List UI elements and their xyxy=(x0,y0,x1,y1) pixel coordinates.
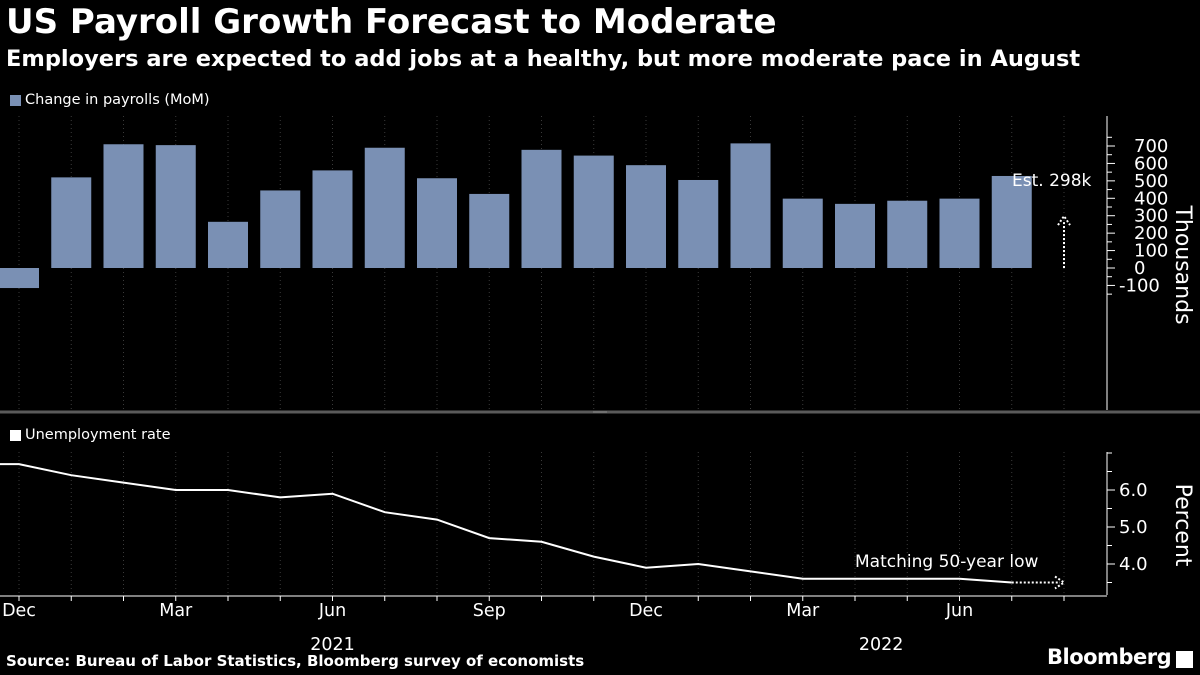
unemployment-legend-label: Unemployment rate xyxy=(25,427,171,443)
payroll-bar xyxy=(835,203,875,268)
x-month-label: Jun xyxy=(945,601,973,621)
bloomberg-logo: Bloomberg xyxy=(1047,645,1172,669)
payroll-bar xyxy=(678,179,719,268)
bar-y-tick-label: 200 xyxy=(1134,223,1168,244)
bar-y-tick-label: -100 xyxy=(1119,275,1160,296)
bar-y-tick-label: 400 xyxy=(1134,188,1168,209)
bar-y-tick-label: 100 xyxy=(1134,241,1168,262)
chart-title: US Payroll Growth Forecast to Moderate xyxy=(6,2,777,42)
payroll-bar xyxy=(469,193,510,268)
payroll-bar xyxy=(260,190,301,268)
payroll-bar xyxy=(155,145,196,268)
unemployment-legend: Unemployment rate xyxy=(10,427,171,443)
payrolls-legend-swatch xyxy=(10,94,21,106)
payroll-bar xyxy=(782,198,823,268)
payroll-bar xyxy=(364,147,405,268)
x-month-label: Jun xyxy=(318,601,346,621)
unemployment-line-group xyxy=(0,463,1012,584)
payroll-bar xyxy=(573,155,614,268)
x-month-label: Dec xyxy=(2,601,36,621)
payroll-bar xyxy=(730,143,771,268)
line-y-tick-label: 4.0 xyxy=(1119,554,1148,575)
line-y-tick-label: 6.0 xyxy=(1119,480,1148,501)
terminal-icon xyxy=(1176,651,1193,668)
bar-y-tick-label: 0 xyxy=(1134,258,1145,279)
estimate-label: Est. 298k xyxy=(1012,171,1092,191)
payroll-bar xyxy=(312,170,353,268)
x-month-label: Dec xyxy=(629,601,663,621)
bar-y-tick-label: 600 xyxy=(1134,153,1168,174)
unemployment-legend-swatch xyxy=(10,429,21,441)
payroll-bar xyxy=(103,144,144,268)
x-year-label: 2021 xyxy=(310,635,355,655)
payroll-bar xyxy=(626,165,666,268)
payrolls-legend-label: Change in payrolls (MoM) xyxy=(25,92,210,108)
payroll-bar xyxy=(417,178,457,268)
payroll-bar xyxy=(991,175,1032,268)
bar-y-axis-label: Thousands xyxy=(1170,204,1195,324)
line-y-axis-label: Percent xyxy=(1170,484,1195,567)
payroll-bar xyxy=(887,200,928,268)
payrolls-legend: Change in payrolls (MoM) xyxy=(10,92,210,108)
bar-y-tick-label: 500 xyxy=(1134,171,1168,192)
source-note: Source: Bureau of Labor Statistics, Bloo… xyxy=(6,652,585,670)
payroll-bar xyxy=(521,149,562,268)
payroll-bars xyxy=(0,143,1032,289)
x-month-label: Mar xyxy=(786,601,820,621)
payroll-bar xyxy=(208,221,248,268)
x-year-label: 2022 xyxy=(859,635,904,655)
bar-y-tick-label: 700 xyxy=(1134,136,1168,157)
x-month-label: Mar xyxy=(159,601,193,621)
payroll-bar xyxy=(0,268,39,289)
chart-subtitle: Employers are expected to add jobs at a … xyxy=(6,46,1081,72)
bar-y-tick-label: 300 xyxy=(1134,206,1168,227)
line-y-tick-label: 5.0 xyxy=(1119,517,1148,538)
low-label: Matching 50-year low xyxy=(855,552,1038,572)
payroll-bar xyxy=(939,198,980,268)
payroll-bar xyxy=(51,177,92,268)
x-month-label: Sep xyxy=(473,601,506,621)
unemployment-line xyxy=(0,463,1012,584)
